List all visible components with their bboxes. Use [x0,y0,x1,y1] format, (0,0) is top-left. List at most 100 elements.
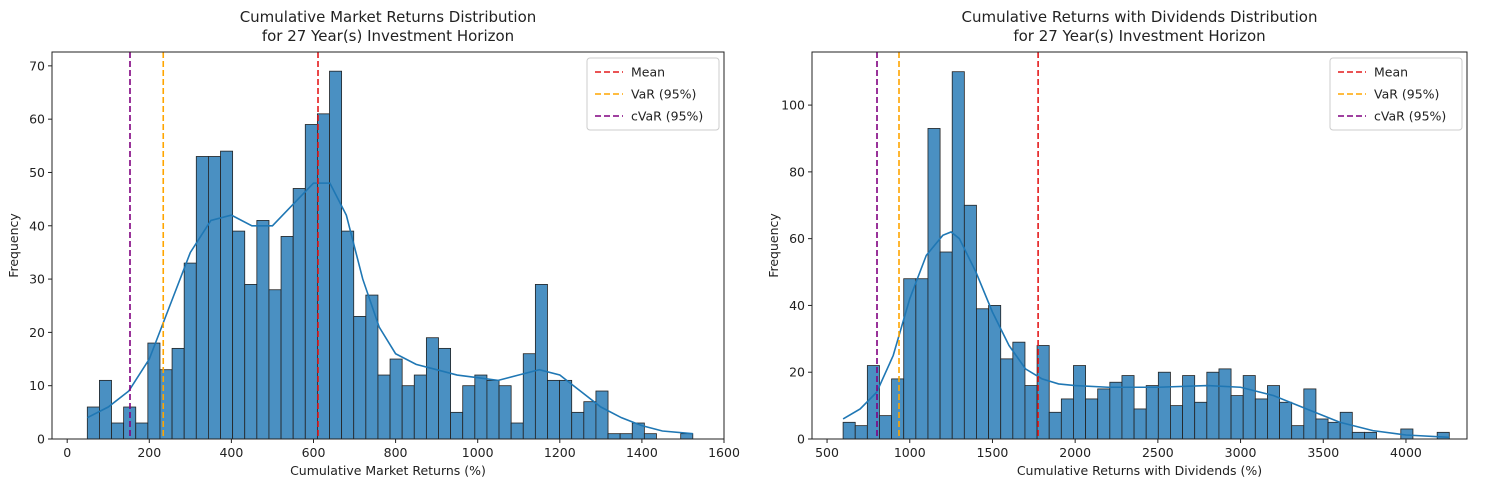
legend-label: VaR (95%) [1374,87,1439,102]
bar [595,390,609,440]
y-tick-label: 20 [29,325,45,340]
x-tick-label: 800 [384,445,408,460]
bar [915,278,929,440]
x-tick-label: 2000 [1059,445,1091,460]
bar [583,401,597,440]
x-tick-label: 1500 [977,445,1009,460]
bar [183,262,197,440]
bar [903,278,917,440]
bar [413,374,427,440]
bar [425,337,439,440]
bar [1218,368,1232,440]
bar [534,284,548,440]
y-tick-label: 0 [797,432,805,447]
bar [1097,388,1111,440]
bar [171,347,185,440]
bar [891,378,905,440]
legend-box [1329,57,1463,131]
bar [1012,341,1026,440]
bar [232,230,246,440]
legend-label: VaR (95%) [631,87,696,102]
y-axis-label: Frequency [766,213,781,278]
y-tick-label: 0 [37,432,45,447]
bar [1182,375,1196,440]
legend-label: cVaR (95%) [1374,109,1446,124]
x-tick-label: 1200 [544,445,576,460]
bar [522,353,536,440]
bar [1000,358,1014,440]
y-tick-label: 60 [789,231,805,246]
bar [1048,411,1062,440]
y-tick-label: 40 [29,218,45,233]
bar [1060,398,1074,440]
bar [1303,388,1317,440]
x-tick-label: 0 [63,445,71,460]
bar [1145,385,1159,440]
bar [951,71,965,440]
x-axis-label: Cumulative Market Returns (%) [290,463,486,478]
bar [389,358,403,440]
legend-label: Mean [1374,65,1408,80]
chart-title: Cumulative Market Returns Distribution f… [239,8,537,45]
x-tick-label: 3500 [1307,445,1339,460]
y-tick-label: 100 [781,98,805,113]
bar [1085,398,1099,440]
bar [304,124,318,440]
bar [292,188,306,440]
bar [1254,398,1268,440]
bar [963,204,977,440]
bar [1170,405,1183,440]
legend-box [586,57,720,131]
bar [111,422,125,440]
bar [1315,418,1329,440]
legend-label: cVaR (95%) [631,109,703,124]
y-tick-label: 30 [29,272,45,287]
x-tick-label: 1000 [894,445,926,460]
bar [316,113,330,440]
bar [879,415,892,440]
bar [1351,431,1365,440]
bar [1267,385,1280,440]
bar [1157,371,1171,440]
x-tick-label: 500 [815,445,839,460]
bar [607,433,621,440]
bar [1194,401,1208,440]
y-tick-label: 50 [29,165,45,180]
bar [619,433,633,440]
x-axis-label: Cumulative Returns with Dividends (%) [1017,463,1262,478]
y-axis-label: Frequency [6,213,21,278]
bar [438,347,452,440]
kde-line [86,182,693,435]
bar [1133,408,1147,440]
bar [1073,365,1086,440]
x-tick-label: 3000 [1225,445,1257,460]
bar [571,411,585,440]
bar [208,156,221,440]
bar [353,315,367,440]
bar [401,385,415,440]
x-tick-label: 1000 [462,445,494,460]
bar [939,251,953,440]
bar [220,150,234,440]
bar [643,433,657,440]
y-tick-label: 80 [789,164,805,179]
bar [159,369,173,440]
x-tick-label: 1600 [708,445,740,460]
y-tick-label: 70 [29,58,45,73]
bar [195,156,209,440]
bar [135,422,149,440]
bar [1206,371,1220,440]
bar [842,421,856,440]
axes-frame [811,51,1468,440]
bar [927,128,941,440]
bar [256,220,270,440]
x-tick-label: 2500 [1142,445,1174,460]
bar [1291,425,1305,440]
x-tick-label: 400 [219,445,243,460]
bar [341,230,355,440]
bar [1230,395,1244,440]
bar [244,284,258,440]
bar [1121,375,1135,440]
bar [1279,401,1293,440]
